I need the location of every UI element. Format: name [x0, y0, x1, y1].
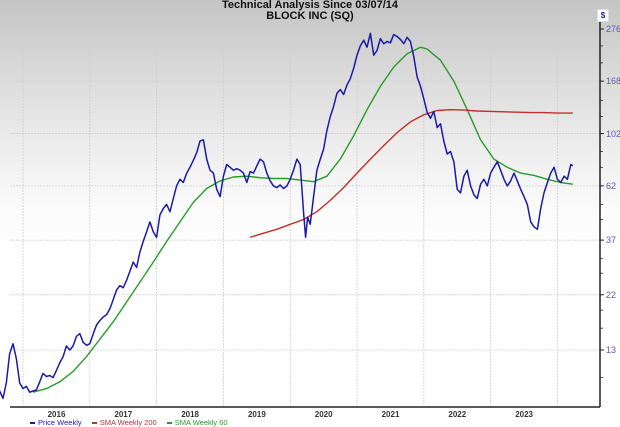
y-tick-label: 37 [606, 235, 617, 246]
chart-title: Technical Analysis Since 03/07/14 [221, 0, 399, 11]
legend-item-price: Price Weekly [30, 418, 82, 427]
legend-item-sma200: SMA Weekly 200 [91, 418, 157, 427]
x-tick-label: 2021 [381, 410, 400, 419]
legend-swatch-sma60 [166, 422, 172, 425]
legend-swatch-sma200 [91, 422, 97, 425]
currency-icon: $ [597, 9, 609, 22]
x-tick-label: 2020 [314, 410, 333, 419]
y-tick-label: 102 [606, 128, 620, 139]
chart-header: Technical Analysis Since 03/07/14 BLOCK … [0, 0, 620, 22]
legend: Price Weekly SMA Weekly 200 SMA Weekly 6… [30, 418, 236, 427]
x-tick-label: 2016 [47, 410, 66, 419]
chart-subtitle: BLOCK INC (SQ) [266, 10, 354, 22]
y-tick-label: 13 [606, 345, 617, 355]
x-tick-label: 2017 [114, 410, 133, 419]
y-tick-label: 62 [606, 180, 617, 191]
y-tick-label: 276 [606, 24, 620, 34]
series-lines [0, 32, 574, 400]
axes [10, 22, 601, 408]
y-tick-label: 168 [606, 76, 620, 87]
gridlines [10, 22, 604, 407]
x-tick-label: 2023 [515, 410, 533, 419]
series-line-sma-weekly-60 [32, 46, 573, 393]
series-line-price-weekly [0, 32, 574, 400]
x-tick-label: 2019 [247, 410, 266, 419]
legend-item-sma60: SMA Weekly 60 [166, 418, 228, 427]
x-tick-label: 2022 [448, 410, 467, 419]
x-tick-label: 2018 [181, 410, 199, 419]
y-tick-label: 22 [606, 289, 617, 300]
legend-swatch-price [30, 422, 35, 425]
